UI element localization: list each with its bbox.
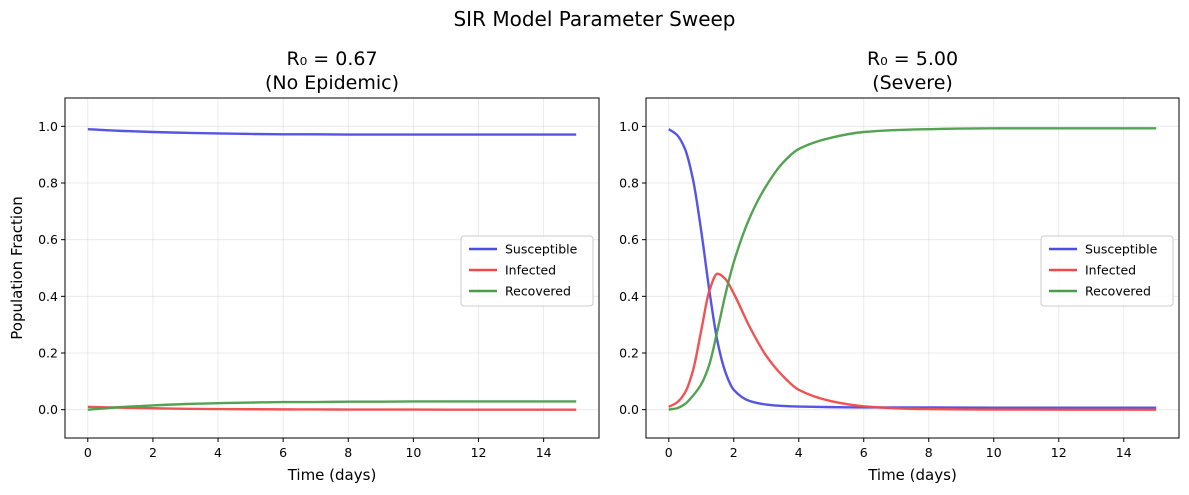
x-tick-label: 8 <box>344 445 352 460</box>
panel-1-ticks: 0 2 4 6 8 10 12 14 0.0 0.2 0.4 0.6 0.8 1.0 <box>38 119 552 460</box>
panel-1-lines <box>87 127 577 411</box>
x-tick-label: 4 <box>214 445 222 460</box>
x-tick-label: 2 <box>730 445 738 460</box>
y-tick-label: 0.4 <box>619 289 639 304</box>
legend-label-susceptible: Susceptible <box>1085 242 1158 257</box>
legend-box <box>1040 235 1174 307</box>
y-tick-label: 1.0 <box>619 119 639 134</box>
x-tick-label: 14 <box>536 445 552 460</box>
panel-1-title-line1: R₀ = 0.67 <box>286 48 377 70</box>
x-tick-label: 2 <box>149 445 157 460</box>
y-tick-label: 0.6 <box>619 232 639 247</box>
panel-2-frame <box>645 97 1180 439</box>
series-line-susceptible <box>668 128 1157 409</box>
y-tick-label: 0.8 <box>619 176 639 191</box>
legend-box <box>460 235 594 307</box>
x-tick-label: 4 <box>795 445 803 460</box>
y-tick-label: 0.8 <box>38 176 58 191</box>
chart-panel-2: R₀ = 5.00 (Severe) 0 2 4 6 8 10 12 140.00.20.40… <box>619 48 1180 484</box>
panel-1-title-line2: (No Epidemic) <box>265 72 399 94</box>
chart-panel-1: R₀ = 0.67 (No Epidemic) 0 2 4 6 8 10 12 14 0.0 0.… <box>8 48 600 484</box>
series-line-recovered <box>668 127 1157 411</box>
x-tick-label: 10 <box>986 445 1002 460</box>
panel-2-lines <box>668 127 1157 411</box>
series-line-infected <box>668 272 1157 411</box>
x-tick-label: 6 <box>860 445 868 460</box>
y-tick-label: 0.2 <box>619 346 639 361</box>
panel-2-title-line2: (Severe) <box>872 72 953 94</box>
series-line-infected <box>87 405 577 411</box>
x-tick-label: 0 <box>84 445 92 460</box>
y-tick-label: 0.0 <box>619 402 639 417</box>
panel-1-frame <box>64 97 600 439</box>
x-tick-label: 12 <box>1051 445 1067 460</box>
panel-2-xlabel: Time (days) <box>867 466 957 484</box>
legend-label-infected: Infected <box>505 263 556 278</box>
x-tick-label: 12 <box>471 445 487 460</box>
x-tick-label: 10 <box>405 445 421 460</box>
panel-1-xlabel: Time (days) <box>287 466 377 484</box>
y-tick-label: 0.0 <box>38 402 58 417</box>
series-line-susceptible <box>87 127 577 136</box>
panel-2-legend: Susceptible Infected Recovered <box>1040 235 1174 307</box>
y-tick-label: 0.2 <box>38 346 58 361</box>
y-tick-label: 0.6 <box>38 232 58 247</box>
x-tick-label: 6 <box>279 445 287 460</box>
legend-label-infected: Infected <box>1085 263 1136 278</box>
figure-title: SIR Model Parameter Sweep <box>453 7 735 31</box>
legend-label-susceptible: Susceptible <box>505 242 578 257</box>
x-tick-label: 0 <box>665 445 673 460</box>
panel-2-ticks: 0 2 4 6 8 10 12 14 0.0 0.2 0.4 0.6 0.8 1.0 <box>619 119 1132 460</box>
panel-1-grid <box>65 98 599 438</box>
panel-1-legend: Susceptible Infected Recovered <box>460 235 594 307</box>
panel-2-grid <box>646 98 1179 438</box>
panel-2-title-line1: R₀ = 5.00 <box>867 48 958 70</box>
x-tick-label: 8 <box>925 445 933 460</box>
legend-label-recovered: Recovered <box>505 284 571 299</box>
y-tick-label: 1.0 <box>38 119 58 134</box>
x-tick-label: 14 <box>1116 445 1132 460</box>
panel-1-ylabel: Population Fraction <box>8 196 26 339</box>
legend-label-recovered: Recovered <box>1085 284 1151 299</box>
y-tick-label: 0.4 <box>38 289 58 304</box>
series-line-recovered <box>87 400 577 411</box>
